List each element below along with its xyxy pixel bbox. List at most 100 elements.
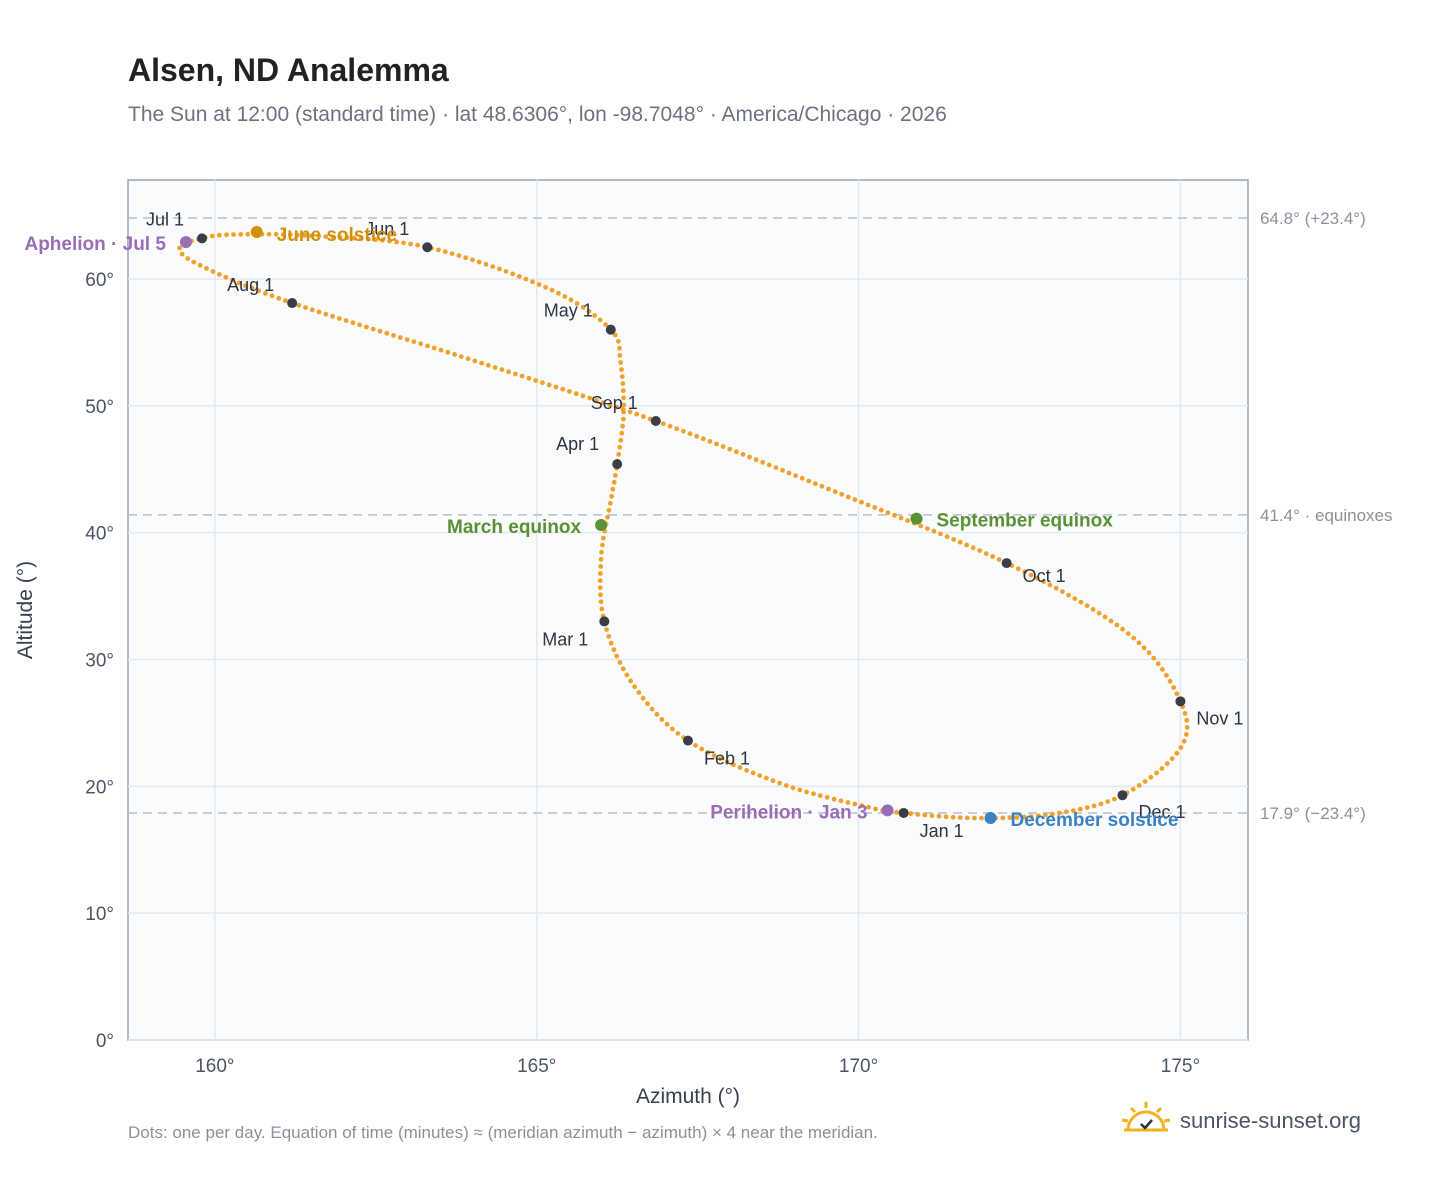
x-tick-label: 175°	[1161, 1056, 1200, 1077]
daily-sun-dot	[1160, 667, 1165, 672]
daily-sun-dot	[780, 467, 785, 473]
daily-sun-dot	[185, 256, 191, 261]
daily-sun-dot	[574, 301, 580, 306]
y-tick-label: 50°	[85, 397, 114, 418]
daily-sun-dot	[824, 795, 830, 800]
daily-sun-dot	[472, 358, 478, 364]
daily-sun-dot	[394, 239, 399, 245]
y-tick-label: 20°	[85, 777, 114, 798]
daily-sun-dot	[357, 322, 362, 328]
daily-sun-dot	[611, 647, 617, 653]
footnote: Dots: one per day. Equation of time (min…	[128, 1123, 878, 1142]
daily-sun-dot	[724, 759, 730, 765]
daily-sun-dot	[600, 400, 606, 405]
daily-sun-dot	[463, 255, 469, 261]
daily-sun-dot	[1077, 806, 1083, 812]
daily-sun-dot	[734, 449, 739, 455]
daily-sun-dot	[614, 653, 620, 659]
daily-sun-dot	[1072, 596, 1078, 601]
daily-sun-dot	[418, 341, 424, 347]
daily-sun-dot	[694, 433, 700, 439]
month-marker-label: Jan 1	[920, 821, 964, 841]
x-tick-label: 170°	[839, 1056, 878, 1077]
daily-sun-dot	[621, 402, 627, 408]
daily-sun-dot	[513, 371, 518, 377]
event-label: March equinox	[447, 517, 582, 538]
daily-sun-dot	[693, 743, 698, 748]
daily-sun-dot	[351, 235, 357, 241]
daily-sun-dot	[197, 262, 203, 268]
daily-sun-dot	[1159, 766, 1165, 771]
daily-sun-dot	[659, 717, 665, 722]
daily-sun-dot	[744, 767, 749, 773]
daily-sun-dot	[1084, 603, 1090, 609]
daily-sun-dot	[387, 238, 392, 244]
month-marker-label: Dec 1	[1138, 802, 1185, 822]
daily-sun-dot	[905, 518, 910, 523]
daily-sun-dot	[1181, 738, 1187, 744]
daily-sun-dot	[1050, 811, 1055, 817]
daily-sun-dot	[599, 549, 604, 555]
daily-sun-dot	[747, 454, 752, 460]
month-marker-label: Oct 1	[1023, 566, 1066, 586]
daily-sun-dot	[1184, 732, 1189, 737]
daily-sun-dot	[700, 436, 706, 442]
daily-sun-dot	[256, 288, 262, 294]
daily-sun-dot	[783, 783, 789, 788]
daily-sun-dot	[972, 815, 977, 821]
event-label: Aphelion · Jul 5	[24, 234, 166, 255]
daily-sun-dot	[458, 354, 464, 359]
brand-logo[interactable]: sunrise-sunset.org	[1120, 1100, 1361, 1141]
daily-sun-dot	[1142, 779, 1148, 784]
event-label: June solstice	[277, 225, 397, 246]
month-marker	[612, 459, 623, 470]
reference-line-label: 64.8° (+23.4°)	[1260, 209, 1366, 228]
daily-sun-dot	[617, 353, 623, 358]
daily-sun-dot	[1066, 592, 1071, 598]
daily-sun-dot	[1136, 640, 1142, 646]
daily-sun-dot	[276, 295, 282, 301]
daily-sun-dot	[1028, 814, 1034, 819]
daily-sun-dot	[179, 251, 185, 257]
daily-sun-dot	[1154, 770, 1159, 776]
daily-sun-dot	[1111, 796, 1117, 802]
daily-sun-dot	[1091, 803, 1097, 809]
daily-sun-dot	[720, 444, 726, 449]
daily-sun-dot	[705, 750, 711, 755]
daily-sun-dot	[797, 787, 803, 793]
daily-sun-dot	[654, 711, 660, 717]
daily-sun-dot	[1155, 661, 1161, 667]
daily-sun-dot	[832, 489, 838, 495]
daily-sun-dot	[799, 475, 805, 481]
daily-sun-dot	[806, 478, 812, 484]
daily-sun-dot	[560, 386, 566, 392]
daily-sun-dot	[266, 231, 272, 237]
daily-sun-dot	[634, 411, 640, 417]
daily-sun-dot	[872, 505, 878, 510]
daily-sun-dot	[1098, 801, 1104, 807]
daily-sun-dot	[711, 753, 717, 758]
daily-sun-dot	[597, 317, 603, 323]
daily-sun-dot	[1151, 655, 1157, 661]
event-marker	[595, 519, 608, 532]
daily-sun-dot	[731, 762, 736, 768]
daily-sun-dot	[645, 701, 650, 707]
daily-sun-dot	[894, 809, 899, 815]
month-marker	[422, 242, 433, 253]
daily-sun-dot	[915, 812, 921, 817]
daily-sun-dot	[223, 274, 229, 280]
daily-sun-dot	[616, 338, 621, 344]
daily-sun-dot	[1148, 774, 1154, 780]
reference-line-label: 17.9° (−23.4°)	[1260, 804, 1366, 823]
daily-sun-dot	[1164, 672, 1169, 678]
daily-sun-dot	[540, 380, 545, 386]
daily-sun-dot	[1096, 610, 1102, 616]
daily-sun-dot	[316, 309, 322, 315]
daily-sun-dot	[598, 556, 604, 562]
daily-sun-dot	[431, 345, 437, 351]
daily-sun-dot	[316, 233, 322, 239]
daily-sun-dot	[485, 362, 491, 368]
daily-sun-dot	[377, 328, 383, 334]
daily-sun-dot	[859, 803, 865, 808]
daily-sun-dot	[553, 384, 559, 390]
